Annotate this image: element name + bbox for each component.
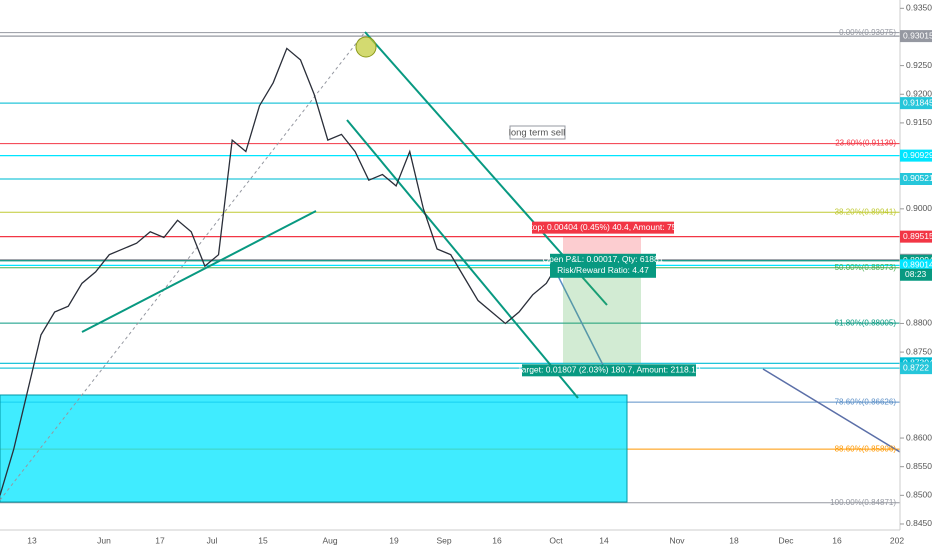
price-tag-text: 0.93015 bbox=[903, 30, 932, 40]
stop-label-box bbox=[532, 221, 674, 234]
fib-trend bbox=[0, 31, 366, 501]
fib-label: 88.60%(0.85806) bbox=[835, 444, 897, 453]
top-marker bbox=[355, 36, 377, 58]
fib-label: 0.00%(0.93075) bbox=[839, 28, 896, 37]
x-tick-label: Oct bbox=[549, 535, 563, 545]
x-tick-label: 14 bbox=[599, 535, 609, 545]
price-tag bbox=[900, 259, 932, 272]
x-tick-label: Nov bbox=[669, 535, 685, 545]
x-tick-label: 19 bbox=[389, 535, 399, 545]
price-tag bbox=[900, 362, 932, 375]
price-tag-text: 0.89014 bbox=[903, 260, 932, 270]
fib-label: 50.00%(0.88973) bbox=[835, 263, 897, 272]
fib-label: 61.80%(0.88005) bbox=[835, 318, 897, 327]
countdown-tag bbox=[900, 268, 932, 281]
target-label: Target: 0.01807 (2.03%) 180.7, Amount: 2… bbox=[517, 365, 700, 375]
note-box bbox=[509, 125, 566, 140]
ratio-label: Risk/Reward Ratio: 4.47 bbox=[557, 265, 649, 275]
target-label-box bbox=[522, 364, 696, 377]
x-tick-label: 13 bbox=[27, 535, 37, 545]
fib-label: 78.60%(0.86626) bbox=[835, 397, 897, 406]
x-tick-label: 16 bbox=[492, 535, 502, 545]
price-tag bbox=[900, 30, 932, 43]
arrow bbox=[554, 269, 604, 366]
note: long term sell bbox=[509, 128, 566, 139]
price-tag-text: 0.90521 bbox=[903, 173, 932, 183]
stop-label: Stop: 0.00404 (0.45%) 40.4, Amount: 750 bbox=[525, 222, 682, 232]
price-tag bbox=[900, 97, 932, 110]
price-series bbox=[0, 47, 561, 496]
x-tick-label: Dec bbox=[778, 535, 794, 545]
x-tick-label: 18 bbox=[729, 535, 739, 545]
projection-line bbox=[762, 368, 901, 453]
pnl-box bbox=[550, 253, 656, 278]
pnl-label: Open P&L: 0.00017, Qty: 61881 bbox=[543, 254, 664, 264]
price-tag-text: 0.90929 bbox=[903, 150, 932, 160]
x-tick-label: 15 bbox=[258, 535, 268, 545]
price-tag bbox=[900, 230, 932, 243]
price-tag-text: 0.8722 bbox=[903, 362, 929, 372]
demand-zone bbox=[0, 394, 628, 503]
fib-label: 38.20%(0.89941) bbox=[835, 207, 897, 216]
price-tag bbox=[900, 149, 932, 162]
x-tick-label: 16 bbox=[832, 535, 842, 545]
x-tick-label: 17 bbox=[155, 535, 165, 545]
fib-label: 23.60%(0.91139) bbox=[835, 139, 896, 148]
price-tag-text: 0.89515 bbox=[903, 231, 932, 241]
channel-bottom bbox=[346, 119, 579, 399]
price-tag-text: 0.91845 bbox=[903, 97, 932, 107]
x-tick-label: Sep bbox=[436, 535, 451, 545]
x-tick-label: Aug bbox=[322, 535, 337, 545]
price-tag bbox=[900, 172, 932, 185]
x-tick-label: Jul bbox=[207, 535, 218, 545]
countdown: 08:23 bbox=[905, 269, 927, 279]
fib-label: 100.00%(0.84871) bbox=[830, 498, 896, 507]
x-tick-label: 202 bbox=[890, 535, 904, 545]
trend-line bbox=[81, 210, 317, 333]
x-tick-label: Jun bbox=[97, 535, 111, 545]
